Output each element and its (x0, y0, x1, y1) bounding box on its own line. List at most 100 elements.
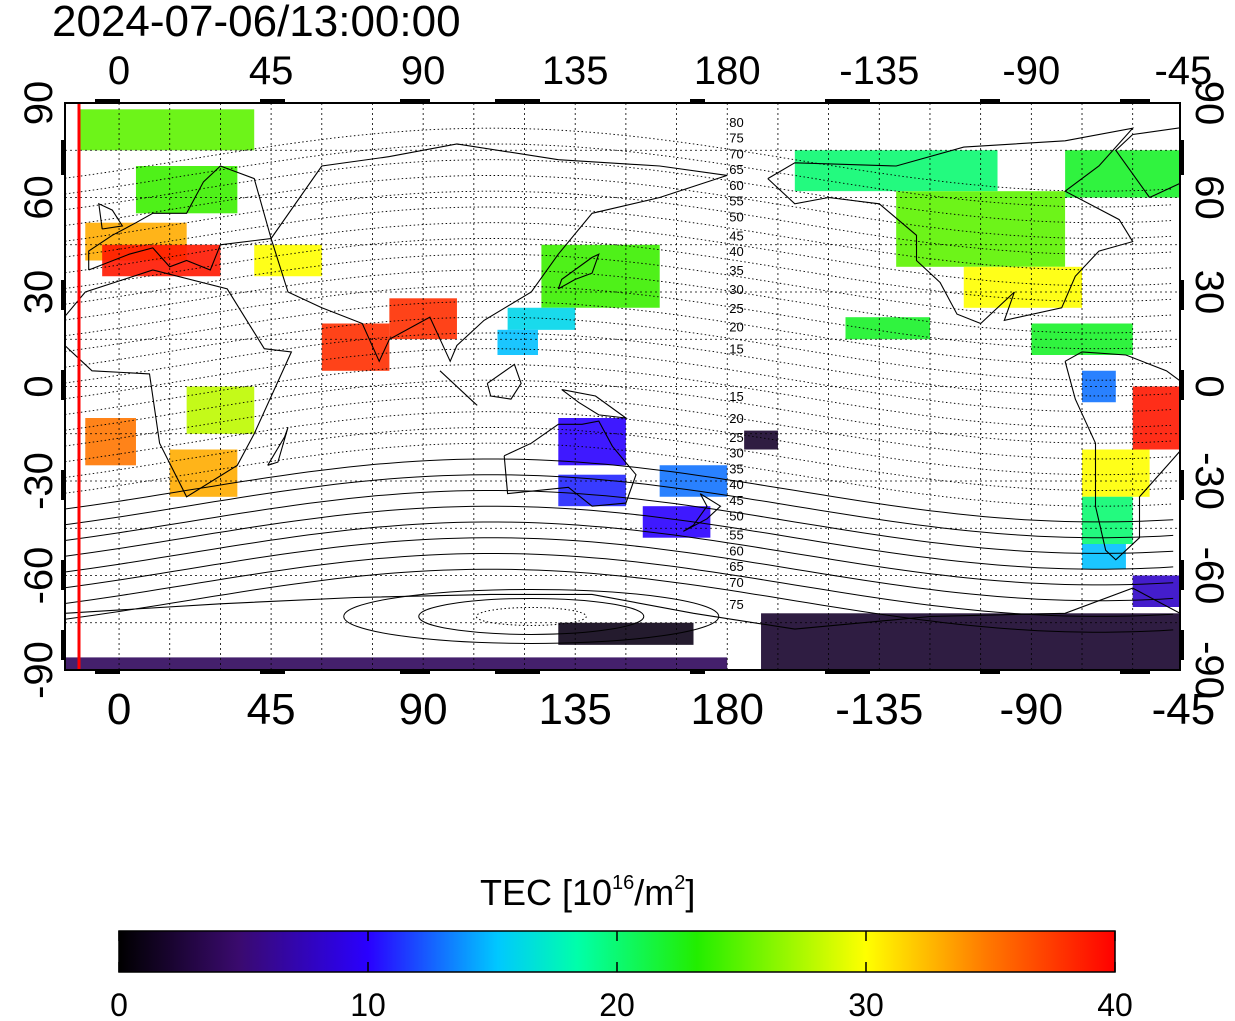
tec-patch (169, 449, 238, 497)
bottom-lon-tick-label: 0 (107, 685, 131, 734)
frame-bar-bottom (1120, 670, 1150, 674)
tec-patch (1132, 575, 1180, 607)
map-panel: 8075706560555045403530252015152025303540… (61, 99, 1184, 674)
right-lat-tick-label: -90 (1187, 641, 1231, 699)
coastline-path (65, 587, 1180, 630)
coastline-path (683, 493, 722, 532)
tec-patch (507, 307, 576, 330)
tec-patch (1065, 150, 1180, 198)
contour-label: 15 (729, 342, 743, 357)
contour-label: 30 (729, 282, 743, 297)
right-lat-tick-label: 30 (1187, 270, 1231, 315)
tec-patch (541, 244, 660, 308)
left-lat-tick-label: 30 (17, 270, 61, 315)
contour-label: 35 (729, 263, 743, 278)
frame-bar-bottom (260, 670, 285, 674)
contour-label: 45 (729, 493, 743, 508)
tec-patch (761, 613, 1180, 670)
bottom-longitude-ticks: 0 45 90 135 180 -135 -90 -45 (107, 685, 1215, 734)
contour-label: 55 (729, 194, 743, 209)
frame-bar-right (1180, 560, 1184, 590)
contour-line (65, 458, 1174, 523)
top-longitude-ticks: 0 45 90 135 180 -135 -90 -45 (108, 49, 1212, 93)
contour-line (65, 521, 1174, 586)
frame-bar-top (260, 99, 285, 103)
contour-line (65, 474, 1174, 539)
contour-label: 55 (729, 528, 743, 543)
colorbar-tick-label: 30 (848, 987, 884, 1021)
frame-bar-top (95, 99, 120, 103)
left-lat-tick-label: -90 (17, 641, 61, 699)
frame-bar-right (1180, 470, 1184, 500)
left-lat-tick-label: 90 (17, 81, 61, 126)
bottom-lon-tick-label: -135 (835, 685, 923, 734)
top-lon-tick-label: -45 (1154, 49, 1212, 93)
colorbar-tick-label: 40 (1097, 987, 1133, 1021)
frame-bar-left (61, 470, 65, 500)
coastline-path (267, 427, 289, 466)
contour-label: 70 (729, 146, 743, 161)
right-lat-tick-label: -60 (1187, 547, 1231, 605)
coastline-path (503, 420, 637, 507)
bottom-lon-tick-label: 90 (399, 685, 448, 734)
top-lon-tick-label: -90 (1002, 49, 1060, 93)
contour-label: 65 (729, 559, 743, 574)
contour-ellipse (475, 606, 587, 626)
contour-label: 80 (729, 115, 743, 130)
right-lat-tick-label: -30 (1187, 452, 1231, 510)
tec-patch (558, 418, 626, 466)
tec-patch (497, 329, 538, 355)
graticule (65, 103, 1180, 670)
frame-bar-top (400, 99, 430, 103)
tec-patch (78, 109, 255, 151)
frame-bar-right (1180, 630, 1184, 660)
dip-latitude-contours (65, 127, 1174, 644)
tec-patch (1082, 449, 1150, 497)
frame-bar-top (495, 99, 540, 103)
contour-label: 40 (729, 244, 743, 259)
right-lat-tick-label: 90 (1187, 81, 1231, 126)
coastline-path (1064, 351, 1180, 561)
contour-label: 60 (729, 543, 743, 558)
coastline-path (88, 165, 272, 271)
bottom-lon-tick-label: 180 (691, 685, 764, 734)
left-lat-tick-label: 0 (17, 375, 61, 397)
coastline-path (486, 363, 522, 400)
frame-bar-left (61, 370, 65, 400)
contour-label: 65 (729, 162, 743, 177)
contour-label: 25 (729, 301, 743, 316)
left-lat-tick-label: 60 (17, 175, 61, 220)
timestamp-title: 2024-07-06/13:00:00 (52, 0, 461, 46)
coastline-path (439, 370, 478, 406)
right-lat-tick-label: 0 (1187, 375, 1231, 397)
frame-bar-left (61, 280, 65, 310)
frame-bar-left (61, 560, 65, 590)
frame-bar-top (690, 99, 705, 103)
contour-label: 20 (729, 320, 743, 335)
contour-label: 60 (729, 178, 743, 193)
top-lon-tick-label: 0 (108, 49, 130, 93)
contour-label: 25 (729, 430, 743, 445)
contour-label: 75 (729, 131, 743, 146)
contour-label: 50 (729, 209, 743, 224)
colorbar-tick-label: 20 (599, 987, 635, 1021)
tec-patch (1132, 386, 1180, 450)
frame-bar-bottom (980, 670, 1000, 674)
top-lon-tick-label: 45 (249, 49, 294, 93)
frame-bar-top (1120, 99, 1150, 103)
coastline-path (561, 389, 628, 419)
colorbar-ticks: 0 10 20 30 40 (110, 931, 1133, 1021)
contour-line (65, 490, 1174, 554)
top-lon-tick-label: 90 (401, 49, 446, 93)
tec-patch (845, 317, 930, 340)
contour-label: 70 (729, 575, 743, 590)
bottom-lon-tick-label: 135 (538, 685, 611, 734)
bottom-lon-tick-label: 45 (247, 685, 296, 734)
right-lat-tick-label: 60 (1187, 175, 1231, 220)
colorbar-title: TEC [1016/m2] (480, 872, 695, 913)
frame-bar-left (61, 630, 65, 660)
coastline-path (98, 202, 124, 230)
contour-label: 50 (729, 509, 743, 524)
left-lat-tick-label: -30 (17, 452, 61, 510)
